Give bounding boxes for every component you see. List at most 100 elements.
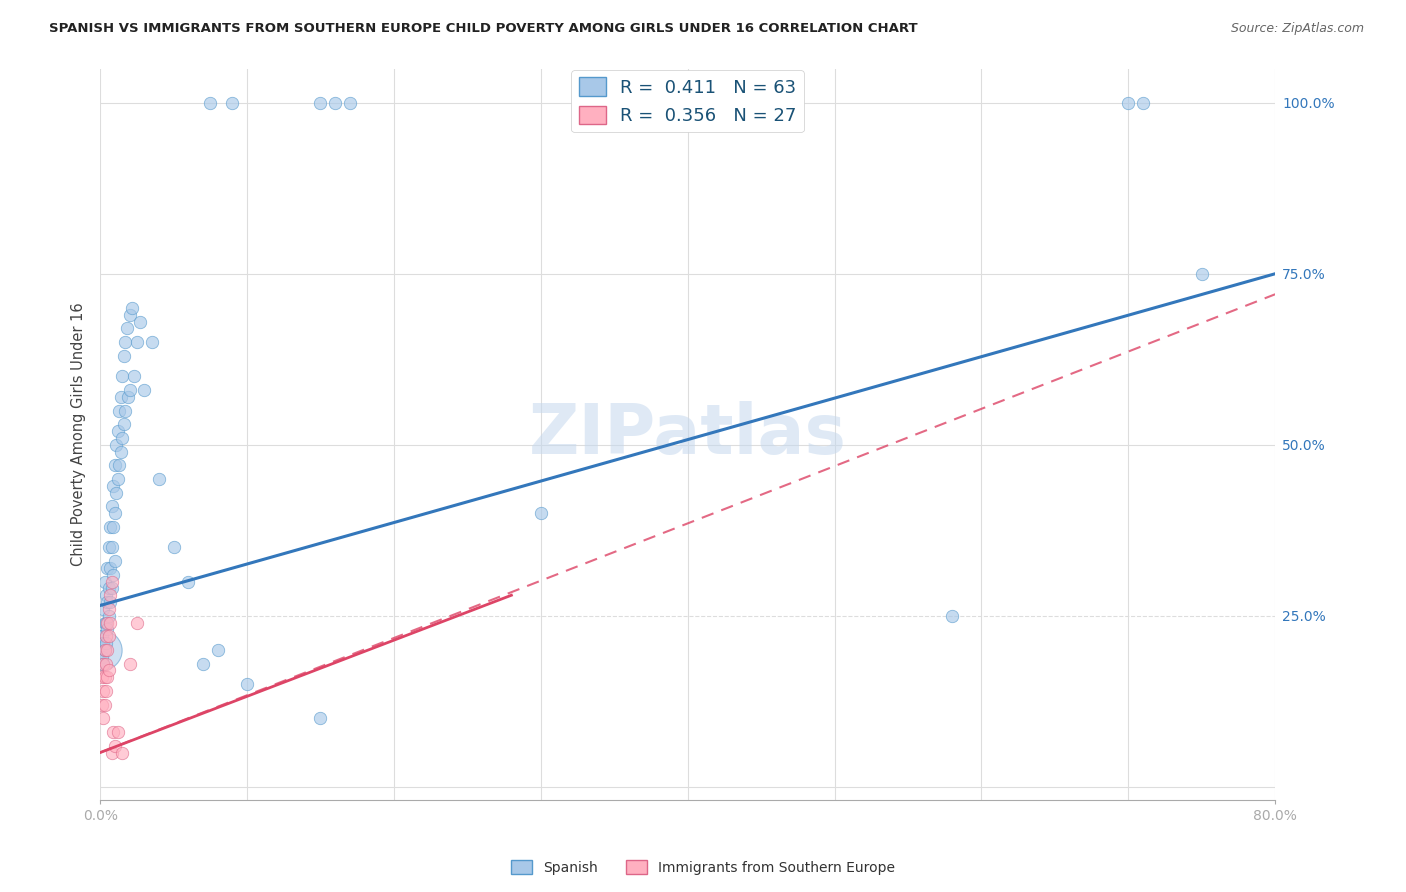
Point <box>107 725 129 739</box>
Point <box>112 349 135 363</box>
Point <box>91 711 114 725</box>
Point <box>118 383 141 397</box>
Point <box>97 608 120 623</box>
Point <box>1116 95 1139 110</box>
Point <box>221 95 243 110</box>
Point <box>90 643 112 657</box>
Point <box>94 629 117 643</box>
Point <box>97 582 120 596</box>
Point <box>110 444 132 458</box>
Point <box>93 670 115 684</box>
Point <box>101 500 124 514</box>
Point <box>104 506 127 520</box>
Point <box>115 321 138 335</box>
Legend: R =  0.411   N = 63, R =  0.356   N = 27: R = 0.411 N = 63, R = 0.356 N = 27 <box>571 70 804 132</box>
Point <box>96 561 118 575</box>
Point <box>97 602 120 616</box>
Point <box>128 315 150 329</box>
Legend: Spanish, Immigrants from Southern Europe: Spanish, Immigrants from Southern Europe <box>506 855 900 880</box>
Point <box>111 746 134 760</box>
Point <box>141 335 163 350</box>
Point <box>941 608 963 623</box>
Point <box>108 458 131 473</box>
Point <box>200 95 222 110</box>
Point <box>177 574 200 589</box>
Point <box>100 561 122 575</box>
Point <box>1191 267 1213 281</box>
Point <box>101 574 124 589</box>
Y-axis label: Child Poverty Among Girls Under 16: Child Poverty Among Girls Under 16 <box>72 302 86 566</box>
Point <box>110 390 132 404</box>
Point <box>100 595 122 609</box>
Point <box>90 629 112 643</box>
Point <box>93 643 115 657</box>
Point <box>207 643 229 657</box>
Point <box>91 636 114 650</box>
Point <box>114 335 136 350</box>
Point <box>122 369 145 384</box>
Point <box>91 602 114 616</box>
Point <box>108 403 131 417</box>
Point <box>117 390 139 404</box>
Point <box>118 308 141 322</box>
Point <box>100 615 122 630</box>
Point <box>97 541 120 555</box>
Point <box>96 615 118 630</box>
Point <box>93 574 115 589</box>
Point <box>94 657 117 671</box>
Point <box>96 670 118 684</box>
Point <box>96 623 118 637</box>
Point <box>104 554 127 568</box>
Point <box>112 417 135 432</box>
Point <box>111 369 134 384</box>
Point <box>121 301 143 315</box>
Point <box>323 95 346 110</box>
Point <box>134 383 156 397</box>
Point <box>111 431 134 445</box>
Point <box>125 335 148 350</box>
Point <box>96 595 118 609</box>
Point <box>148 472 170 486</box>
Point <box>97 629 120 643</box>
Point <box>339 95 361 110</box>
Point <box>1132 95 1154 110</box>
Point <box>101 746 124 760</box>
Point <box>91 684 114 698</box>
Point <box>104 739 127 753</box>
Point <box>101 582 124 596</box>
Point <box>100 520 122 534</box>
Point <box>94 636 117 650</box>
Point <box>94 588 117 602</box>
Point <box>309 95 332 110</box>
Point <box>94 684 117 698</box>
Point <box>105 485 128 500</box>
Text: Source: ZipAtlas.com: Source: ZipAtlas.com <box>1230 22 1364 36</box>
Point <box>191 657 214 671</box>
Point <box>118 657 141 671</box>
Point <box>101 541 124 555</box>
Point <box>105 438 128 452</box>
Point <box>103 567 125 582</box>
Text: ZIPatlas: ZIPatlas <box>529 401 846 468</box>
Point <box>103 725 125 739</box>
Point <box>103 520 125 534</box>
Point <box>107 424 129 438</box>
Point <box>114 403 136 417</box>
Point <box>104 458 127 473</box>
Point <box>91 657 114 671</box>
Point <box>96 643 118 657</box>
Point <box>162 541 184 555</box>
Point <box>125 615 148 630</box>
Point <box>90 698 112 712</box>
Point <box>91 657 114 671</box>
Text: SPANISH VS IMMIGRANTS FROM SOUTHERN EUROPE CHILD POVERTY AMONG GIRLS UNDER 16 CO: SPANISH VS IMMIGRANTS FROM SOUTHERN EURO… <box>49 22 918 36</box>
Point <box>236 677 259 691</box>
Point <box>90 649 112 664</box>
Point <box>93 615 115 630</box>
Point <box>103 479 125 493</box>
Point <box>107 472 129 486</box>
Point <box>90 670 112 684</box>
Point <box>94 615 117 630</box>
Point <box>530 506 553 520</box>
Point <box>97 664 120 678</box>
